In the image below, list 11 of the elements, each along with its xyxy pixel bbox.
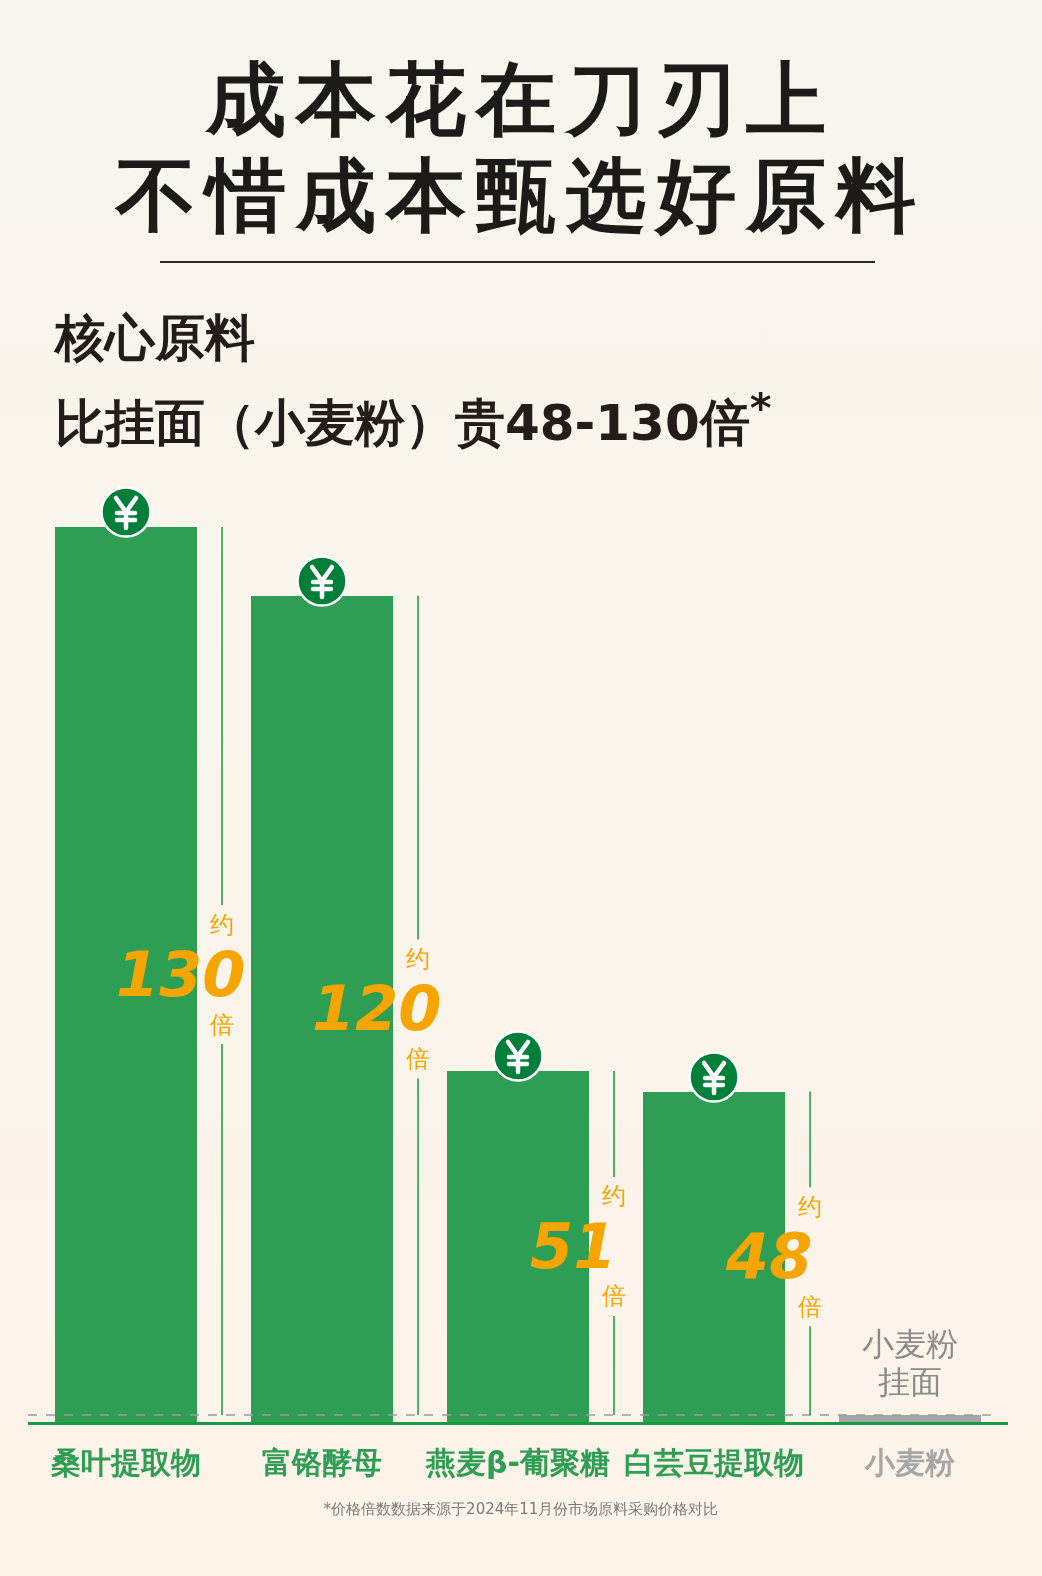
x-tick-label: 小麦粉	[864, 1445, 956, 1480]
chart-subtitle: 不惜成本甄选好原料	[113, 148, 927, 244]
chart-title: 成本花在刀刃上	[204, 52, 837, 148]
x-tick-label: 白芸豆提取物	[624, 1445, 804, 1480]
text: 比挂面（小麦粉）贵48-130倍$^{*}$	[55, 382, 772, 454]
text: *价格倍数数据来源于2024年11月份市场原料采购价格对比	[322, 1500, 720, 1519]
text: 核心原料	[55, 308, 256, 369]
x-tick-label: 富铬酵母	[262, 1445, 382, 1480]
annotation: 小麦粉挂面	[861, 1325, 959, 1402]
x-tick-label: 桑叶提取物	[50, 1445, 201, 1480]
x-tick-label: 燕麦β-葡聚糖	[425, 1445, 610, 1480]
